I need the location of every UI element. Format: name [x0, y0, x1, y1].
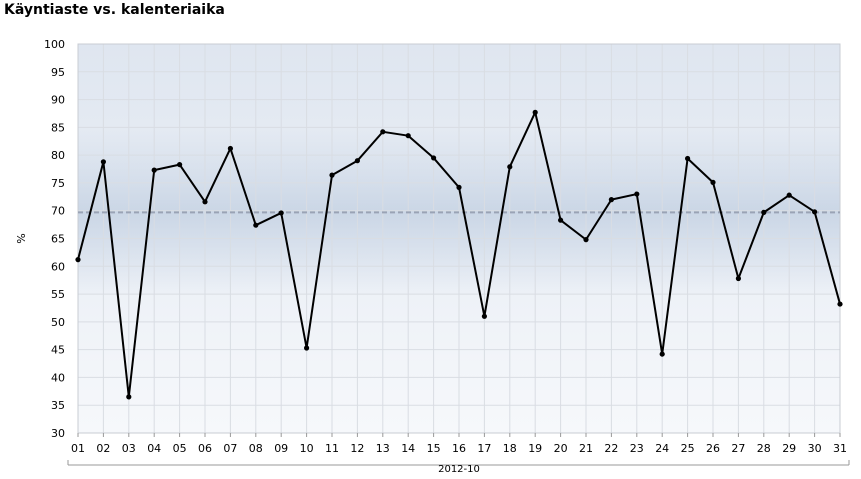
y-tick-label: 95 [51, 66, 65, 79]
x-tick-label: 17 [477, 442, 491, 455]
y-tick-label: 80 [51, 149, 65, 162]
x-tick-label: 31 [833, 442, 847, 455]
x-tick-label: 21 [579, 442, 593, 455]
x-tick-label: 19 [528, 442, 542, 455]
data-point [329, 172, 335, 178]
x-tick-label: 24 [655, 442, 669, 455]
data-point [456, 184, 462, 190]
data-point [253, 222, 259, 228]
data-point [151, 167, 157, 173]
x-tick-label: 23 [630, 442, 644, 455]
x-tick-label: 30 [808, 442, 822, 455]
x-tick-label: 29 [782, 442, 796, 455]
data-point [634, 191, 640, 197]
y-tick-label: 50 [51, 316, 65, 329]
x-tick-label: 28 [757, 442, 771, 455]
x-tick-label: 11 [325, 442, 339, 455]
data-point [75, 257, 81, 263]
x-tick-label: 27 [731, 442, 745, 455]
data-point [354, 158, 360, 164]
y-tick-label: 30 [51, 427, 65, 440]
data-point [481, 313, 487, 319]
x-tick-label: 04 [147, 442, 161, 455]
x-tick-label: 05 [173, 442, 187, 455]
y-tick-label: 75 [51, 177, 65, 190]
data-point [735, 275, 742, 282]
y-tick-label: 85 [51, 121, 65, 134]
y-tick-label: 90 [51, 94, 65, 107]
x-tick-label: 09 [274, 442, 288, 455]
data-point [304, 345, 310, 351]
data-point [659, 351, 665, 357]
data-point [380, 129, 386, 135]
x-tick-label: 03 [122, 442, 136, 455]
y-tick-label: 70 [51, 205, 65, 218]
x-tick-label: 02 [96, 442, 110, 455]
data-point [583, 237, 589, 243]
x-tick-label: 10 [300, 442, 314, 455]
data-point [761, 209, 767, 215]
x-tick-label: 16 [452, 442, 466, 455]
y-axis-label: % [15, 233, 28, 243]
x-tick-label: 08 [249, 442, 263, 455]
data-point [685, 155, 691, 162]
x-tick-label: 15 [427, 442, 441, 455]
y-tick-label: 35 [51, 399, 65, 412]
x-tick-label: 22 [604, 442, 618, 455]
data-point [558, 217, 564, 223]
x-tick-label: 01 [71, 442, 85, 455]
data-point [100, 159, 106, 165]
data-point [278, 210, 284, 216]
data-point [786, 192, 792, 198]
data-point [177, 161, 183, 168]
y-tick-label: 65 [51, 233, 65, 246]
x-tick-label: 25 [681, 442, 695, 455]
x-tick-label: 12 [350, 442, 364, 455]
x-tick-label: 13 [376, 442, 390, 455]
y-tick-label: 40 [51, 371, 65, 384]
data-point [227, 145, 233, 152]
x-tick-label: 26 [706, 442, 720, 455]
y-tick-label: 100 [44, 38, 65, 51]
x-tick-label: 14 [401, 442, 415, 455]
data-point [405, 133, 411, 139]
y-tick-label: 55 [51, 288, 65, 301]
x-tick-label: 20 [554, 442, 568, 455]
data-point [532, 109, 538, 115]
y-tick-label: 45 [51, 344, 65, 357]
y-tick-label: 60 [51, 260, 65, 273]
data-point [812, 209, 818, 215]
chart-title: Käyntiaste vs. kalenteriaika [4, 2, 225, 18]
x-tick-label: 06 [198, 442, 212, 455]
group-label: 2012-10 [438, 464, 480, 475]
data-point [837, 301, 843, 307]
data-point [608, 197, 615, 203]
data-point [710, 179, 716, 185]
data-point [507, 164, 513, 170]
x-tick-label: 07 [223, 442, 237, 455]
x-tick-label: 18 [503, 442, 517, 455]
data-point [126, 394, 132, 400]
data-point [202, 199, 208, 205]
data-point [431, 155, 437, 161]
